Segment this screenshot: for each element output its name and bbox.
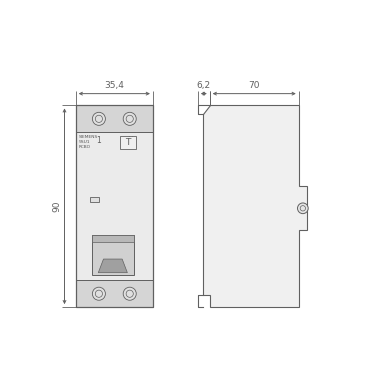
Text: N: N: [127, 269, 132, 278]
Text: 2: 2: [97, 269, 101, 278]
Bar: [76, 105, 153, 132]
Circle shape: [92, 112, 105, 126]
Bar: [90, 196, 99, 202]
Text: 1: 1: [97, 136, 101, 145]
Bar: [76, 280, 153, 307]
Text: 35,4: 35,4: [104, 81, 124, 90]
Text: 90: 90: [52, 201, 61, 212]
Text: 70: 70: [248, 81, 260, 90]
Circle shape: [92, 287, 105, 300]
Text: 6,2: 6,2: [197, 81, 211, 90]
Circle shape: [298, 203, 308, 214]
Bar: [92, 235, 134, 241]
Polygon shape: [98, 259, 127, 273]
Text: SIEMENS
5SU1
RCBO: SIEMENS 5SU1 RCBO: [79, 135, 98, 149]
Bar: [120, 136, 136, 149]
Bar: [76, 105, 153, 307]
Text: N: N: [127, 136, 132, 145]
Text: T: T: [125, 138, 131, 147]
Bar: [92, 235, 134, 275]
Polygon shape: [203, 105, 307, 307]
Bar: [76, 132, 153, 280]
Circle shape: [123, 287, 136, 300]
Circle shape: [123, 112, 136, 126]
